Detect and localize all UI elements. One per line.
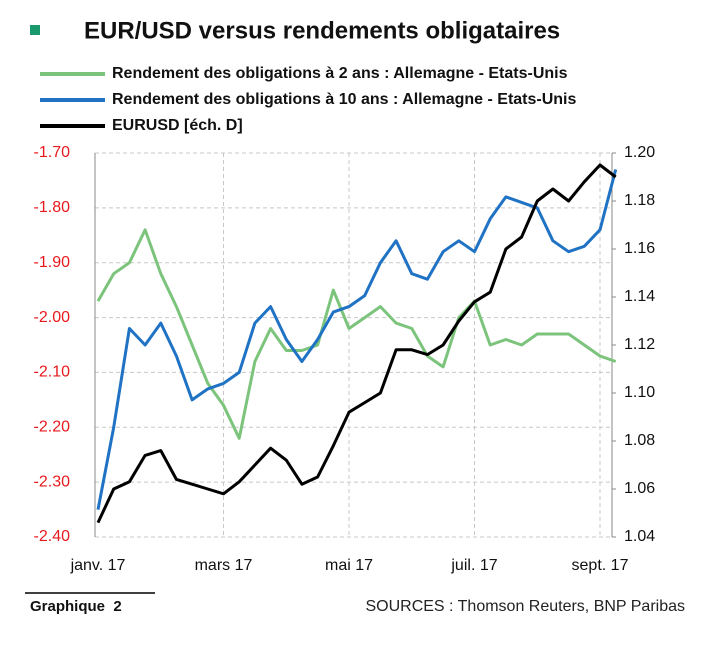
y2-tick-label: 1.20 [624, 144, 655, 161]
y2-tick-label: 1.10 [624, 384, 655, 401]
x-tick-label: mars 17 [195, 557, 253, 574]
y-tick-label: -2.30 [34, 473, 71, 490]
y2-tick-label: 1.08 [624, 432, 655, 449]
x-tick-label: mai 17 [325, 557, 373, 574]
y2-tick-label: 1.16 [624, 240, 655, 257]
x-tick-label: juil. 17 [450, 557, 497, 574]
y-tick-label: -1.70 [34, 144, 71, 161]
legend-label: Rendement des obligations à 10 ans : All… [112, 91, 577, 108]
y2-tick-label: 1.18 [624, 192, 655, 209]
series-line [96, 163, 617, 524]
y2-tick-label: 1.12 [624, 336, 655, 353]
y-tick-label: -2.00 [34, 309, 71, 326]
y-tick-label: -1.90 [34, 254, 71, 271]
y2-tick-label: 1.14 [624, 288, 655, 305]
x-tick-label: janv. 17 [70, 557, 126, 574]
y-tick-label: -2.40 [34, 528, 71, 545]
x-tick-label: sept. 17 [572, 557, 629, 574]
title-bullet [30, 25, 40, 35]
y-tick-label: -2.20 [34, 419, 71, 436]
legend-label: EURUSD [éch. D] [112, 117, 243, 134]
y-tick-label: -1.80 [34, 199, 71, 216]
series-line [96, 228, 617, 440]
legend-label: Rendement des obligations à 2 ans : Alle… [112, 65, 568, 82]
y2-tick-label: 1.04 [624, 528, 655, 545]
chart-title: EUR/USD versus rendements obligataires [84, 17, 560, 44]
y2-tick-label: 1.06 [624, 480, 655, 497]
series-line [96, 169, 618, 510]
y-tick-label: -2.10 [34, 364, 71, 381]
source-note: SOURCES : Thomson Reuters, BNP Paribas [365, 598, 685, 615]
footer-label: Graphique 2 [30, 598, 122, 615]
